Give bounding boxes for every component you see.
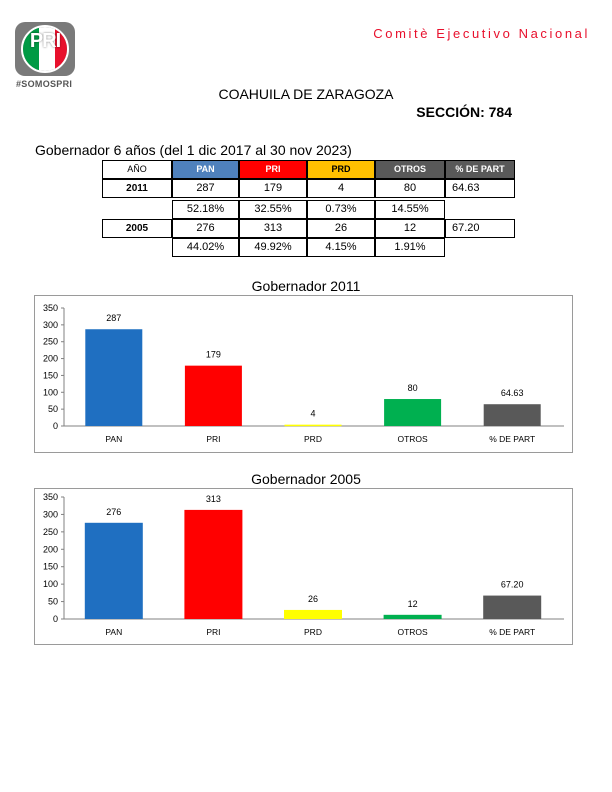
y-tick-label: 0	[53, 421, 58, 431]
bar-otros	[384, 399, 442, 426]
chart-frame-2005	[34, 488, 573, 645]
y-tick-label: 0	[53, 614, 58, 624]
category-label: PAN	[105, 627, 122, 637]
prd-percent-cell: 0.73%	[307, 200, 375, 219]
y-tick-label: 150	[43, 370, 58, 380]
y-tick-label: 300	[43, 509, 58, 519]
bar-pan	[85, 329, 143, 426]
prd-percent-cell: 4.15%	[307, 238, 375, 257]
category-label: % DE PART	[489, 434, 535, 444]
data-label: 12	[408, 599, 418, 609]
pri-logo-emblem	[21, 25, 69, 73]
committee-title: Comitè Ejecutivo Nacional	[373, 26, 590, 41]
header-otros: OTROS	[375, 160, 445, 179]
section-number: SECCIÓN: 784	[416, 104, 512, 120]
y-tick-label: 50	[48, 404, 58, 414]
y-tick-label: 250	[43, 337, 58, 347]
period-title: Gobernador 6 años (del 1 dic 2017 al 30 …	[35, 142, 352, 158]
data-label: 64.63	[501, 388, 524, 398]
data-label: 276	[106, 507, 121, 517]
pan-percent-cell: 44.02%	[172, 238, 239, 257]
category-label: % DE PART	[489, 627, 535, 637]
data-label: 26	[308, 594, 318, 604]
header-pri: PRI	[239, 160, 307, 179]
otros-votes-cell: 80	[375, 179, 445, 198]
y-tick-label: 350	[43, 492, 58, 502]
year-cell: 2005	[102, 219, 172, 238]
header-pan: PAN	[172, 160, 239, 179]
chart-frame-2011	[34, 295, 573, 453]
bar-de-part	[483, 595, 542, 619]
bar-pri	[184, 365, 242, 426]
y-tick-label: 350	[43, 303, 58, 313]
header-participation: % DE PART	[445, 160, 515, 179]
chart-title-2011: Gobernador 2011	[251, 278, 361, 294]
bar-de-part	[483, 404, 541, 426]
participation-cell: 67.20	[445, 219, 515, 238]
data-label: 67.20	[501, 580, 524, 590]
bar-chart-2011: 0 50 100 150 200 250 300 350 287 PAN 179 PRI 4 PRD 80 O…	[43, 303, 564, 444]
category-label: PRI	[206, 434, 220, 444]
category-label: PRD	[304, 627, 322, 637]
pri-votes-cell: 179	[239, 179, 307, 198]
category-label: OTROS	[397, 627, 428, 637]
pri-percent-cell: 32.55%	[239, 200, 307, 219]
category-label: PRI	[206, 627, 220, 637]
otros-percent-cell: 14.55%	[375, 200, 445, 219]
y-tick-label: 100	[43, 579, 58, 589]
bar-otros	[383, 614, 442, 619]
data-label: 287	[106, 313, 121, 323]
y-tick-label: 300	[43, 320, 58, 330]
bar-prd	[284, 609, 342, 619]
hashtag-label: #SOMOSPRI	[16, 79, 73, 89]
y-tick-label: 200	[43, 354, 58, 364]
data-label: 179	[206, 350, 221, 360]
year-cell: 2011	[102, 179, 172, 198]
header-year: AÑO	[102, 160, 172, 179]
state-title: COAHUILA DE ZARAGOZA	[218, 86, 394, 102]
bar-chart-2005: 0 50 100 150 200 250 300 350 276 PAN 313 PRI 26 PRD 12…	[43, 492, 564, 637]
y-tick-label: 100	[43, 387, 58, 397]
otros-votes-cell: 12	[375, 219, 445, 238]
otros-percent-cell: 1.91%	[375, 238, 445, 257]
prd-votes-cell: 26	[307, 219, 375, 238]
pri-percent-cell: 49.92%	[239, 238, 307, 257]
bar-prd	[284, 424, 342, 427]
participation-cell: 64.63	[445, 179, 515, 198]
category-label: PRD	[304, 434, 322, 444]
pan-votes-cell: 276	[172, 219, 239, 238]
y-tick-label: 150	[43, 562, 58, 572]
data-label: 80	[408, 383, 418, 393]
bar-pri	[184, 509, 243, 619]
y-tick-label: 250	[43, 527, 58, 537]
header-prd: PRD	[307, 160, 375, 179]
logo-text: PRI	[29, 30, 61, 52]
category-label: PAN	[105, 434, 122, 444]
chart-title-2005: Gobernador 2005	[251, 471, 361, 487]
pri-votes-cell: 313	[239, 219, 307, 238]
pan-votes-cell: 287	[172, 179, 239, 198]
bar-pan	[84, 522, 143, 619]
category-label: OTROS	[397, 434, 428, 444]
data-label: 4	[310, 409, 315, 419]
prd-votes-cell: 4	[307, 179, 375, 198]
data-label: 313	[206, 494, 221, 504]
y-tick-label: 200	[43, 544, 58, 554]
results-table: AÑO PAN PRI PRD OTROS % DE PART 2011 287…	[0, 0, 612, 260]
pan-percent-cell: 52.18%	[172, 200, 239, 219]
y-tick-label: 50	[48, 597, 58, 607]
